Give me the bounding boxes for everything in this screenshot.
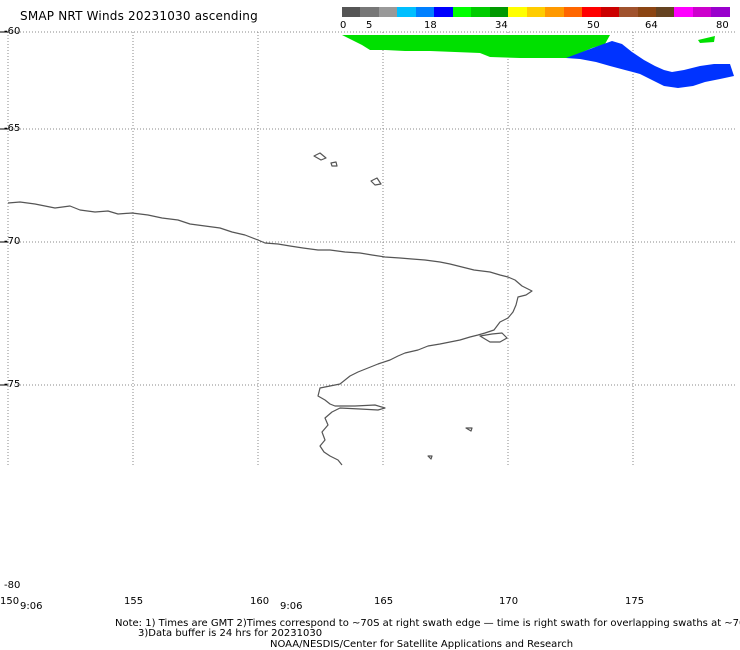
note-line-2: 3)Data buffer is 24 hrs for 20231030 <box>138 628 323 639</box>
lon-label-155: 155 <box>124 596 144 607</box>
colorbar-segment <box>619 7 638 17</box>
lat-label-65: -65 <box>4 123 21 134</box>
colorbar-segment <box>545 7 564 17</box>
colorbar-segment <box>342 7 361 17</box>
wind-swath-blue <box>566 41 734 88</box>
wind-speed-colorbar <box>342 7 730 17</box>
lat-label-80: -80 <box>4 580 21 591</box>
colorbar-label-34: 34 <box>495 20 508 31</box>
colorbar-label-18: 18 <box>424 20 437 31</box>
lat-ticks <box>0 31 8 386</box>
lon-label-165: 165 <box>374 596 394 607</box>
credit-line: NOAA/NESDIS/Center for Satellite Applica… <box>270 639 574 650</box>
colorbar-label-50: 50 <box>587 20 600 31</box>
lon-label-160: 160 <box>250 596 270 607</box>
colorbar-segment <box>360 7 379 17</box>
colorbar-label-80: 80 <box>716 20 729 31</box>
swath-time-label-center: 9:06 <box>280 601 303 612</box>
colorbar-label-64: 64 <box>645 20 658 31</box>
colorbar-segment <box>582 7 601 17</box>
lat-label-75: -75 <box>4 379 21 390</box>
colorbar-segment <box>489 7 509 17</box>
colorbar-segment <box>397 7 416 17</box>
colorbar-segment <box>526 7 546 17</box>
colorbar-label-0: 0 <box>340 20 347 31</box>
colorbar-segment <box>452 7 472 17</box>
lat-label-60: -60 <box>4 26 21 37</box>
wind-swath-green-small <box>698 36 715 43</box>
colorbar-segment <box>563 7 583 17</box>
lon-label-175: 175 <box>625 596 645 607</box>
colorbar-label-5: 5 <box>366 20 373 31</box>
colorbar-segment <box>600 7 620 17</box>
swath-time-label-left: 9:06 <box>20 601 43 612</box>
map-frame <box>7 31 736 465</box>
colorbar-segment <box>674 7 693 17</box>
map-title: SMAP NRT Winds 20231030 ascending <box>20 9 258 23</box>
colorbar-segment <box>692 7 712 17</box>
lon-label-150: 150 <box>0 596 20 607</box>
colorbar-segment <box>434 7 453 17</box>
colorbar-segment <box>471 7 490 17</box>
colorbar-segment <box>415 7 435 17</box>
colorbar-segment <box>655 7 675 17</box>
lon-label-170: 170 <box>499 596 519 607</box>
map-grid <box>8 32 736 465</box>
lat-label-70: -70 <box>4 236 21 247</box>
note-line-1: Note: 1) Times are GMT 2)Times correspon… <box>115 618 740 629</box>
colorbar-segment <box>508 7 527 17</box>
colorbar-segment <box>378 7 398 17</box>
coastline <box>7 152 533 466</box>
colorbar-segment <box>711 7 730 17</box>
colorbar-segment <box>637 7 656 17</box>
wind-swath-green <box>342 35 610 58</box>
